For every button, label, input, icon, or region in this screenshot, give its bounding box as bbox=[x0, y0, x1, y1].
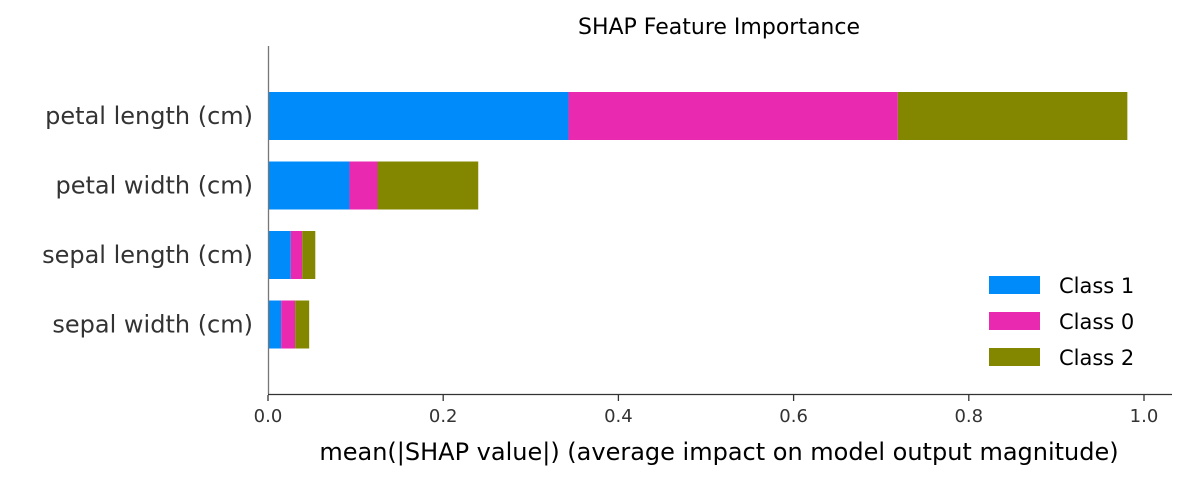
bar-4-series-2 bbox=[281, 300, 296, 349]
x-tick-label: 0.8 bbox=[954, 406, 983, 427]
bars-layer bbox=[268, 92, 1128, 349]
legend-swatch bbox=[989, 276, 1040, 294]
bar-1-series-3 bbox=[897, 92, 1128, 140]
x-tick-label: 0.2 bbox=[429, 406, 458, 427]
legend: Class 1 Class 0 Class 2 bbox=[989, 274, 1134, 370]
legend-label: Class 0 bbox=[1059, 310, 1134, 334]
x-tick-label: 0.4 bbox=[604, 406, 633, 427]
bar-1-series-2 bbox=[568, 92, 898, 140]
bar-4-series-1 bbox=[268, 300, 282, 349]
y-tick-label: sepal width (cm) bbox=[52, 311, 253, 339]
legend-swatch bbox=[989, 348, 1040, 366]
y-tick-label: sepal length (cm) bbox=[42, 241, 253, 269]
chart-title: SHAP Feature Importance bbox=[578, 15, 860, 40]
x-axis-label: mean(|SHAP value|) (average impact on mo… bbox=[319, 438, 1118, 466]
bar-2-series-1 bbox=[268, 161, 350, 210]
legend-label: Class 1 bbox=[1059, 274, 1134, 298]
bar-3-series-3 bbox=[302, 231, 316, 279]
bar-2-series-2 bbox=[349, 161, 378, 210]
bar-3-series-2 bbox=[290, 231, 303, 279]
bar-3-series-1 bbox=[268, 231, 291, 279]
legend-label: Class 2 bbox=[1059, 346, 1134, 370]
legend-swatch bbox=[989, 312, 1040, 330]
bar-4-series-3 bbox=[295, 300, 310, 349]
x-tick-label: 0.6 bbox=[779, 406, 808, 427]
x-tick-label: 1.0 bbox=[1130, 406, 1159, 427]
y-tick-labels: petal length (cm) petal width (cm) sepal l… bbox=[42, 102, 253, 339]
y-tick-label: petal length (cm) bbox=[45, 102, 253, 130]
bar-1-series-1 bbox=[268, 92, 569, 140]
bar-2-series-3 bbox=[377, 161, 479, 210]
x-tick-label: 0.0 bbox=[254, 406, 283, 427]
y-tick-label: petal width (cm) bbox=[56, 172, 254, 200]
x-ticks: 0.0 0.2 0.4 0.6 0.8 1.0 bbox=[254, 395, 1159, 427]
